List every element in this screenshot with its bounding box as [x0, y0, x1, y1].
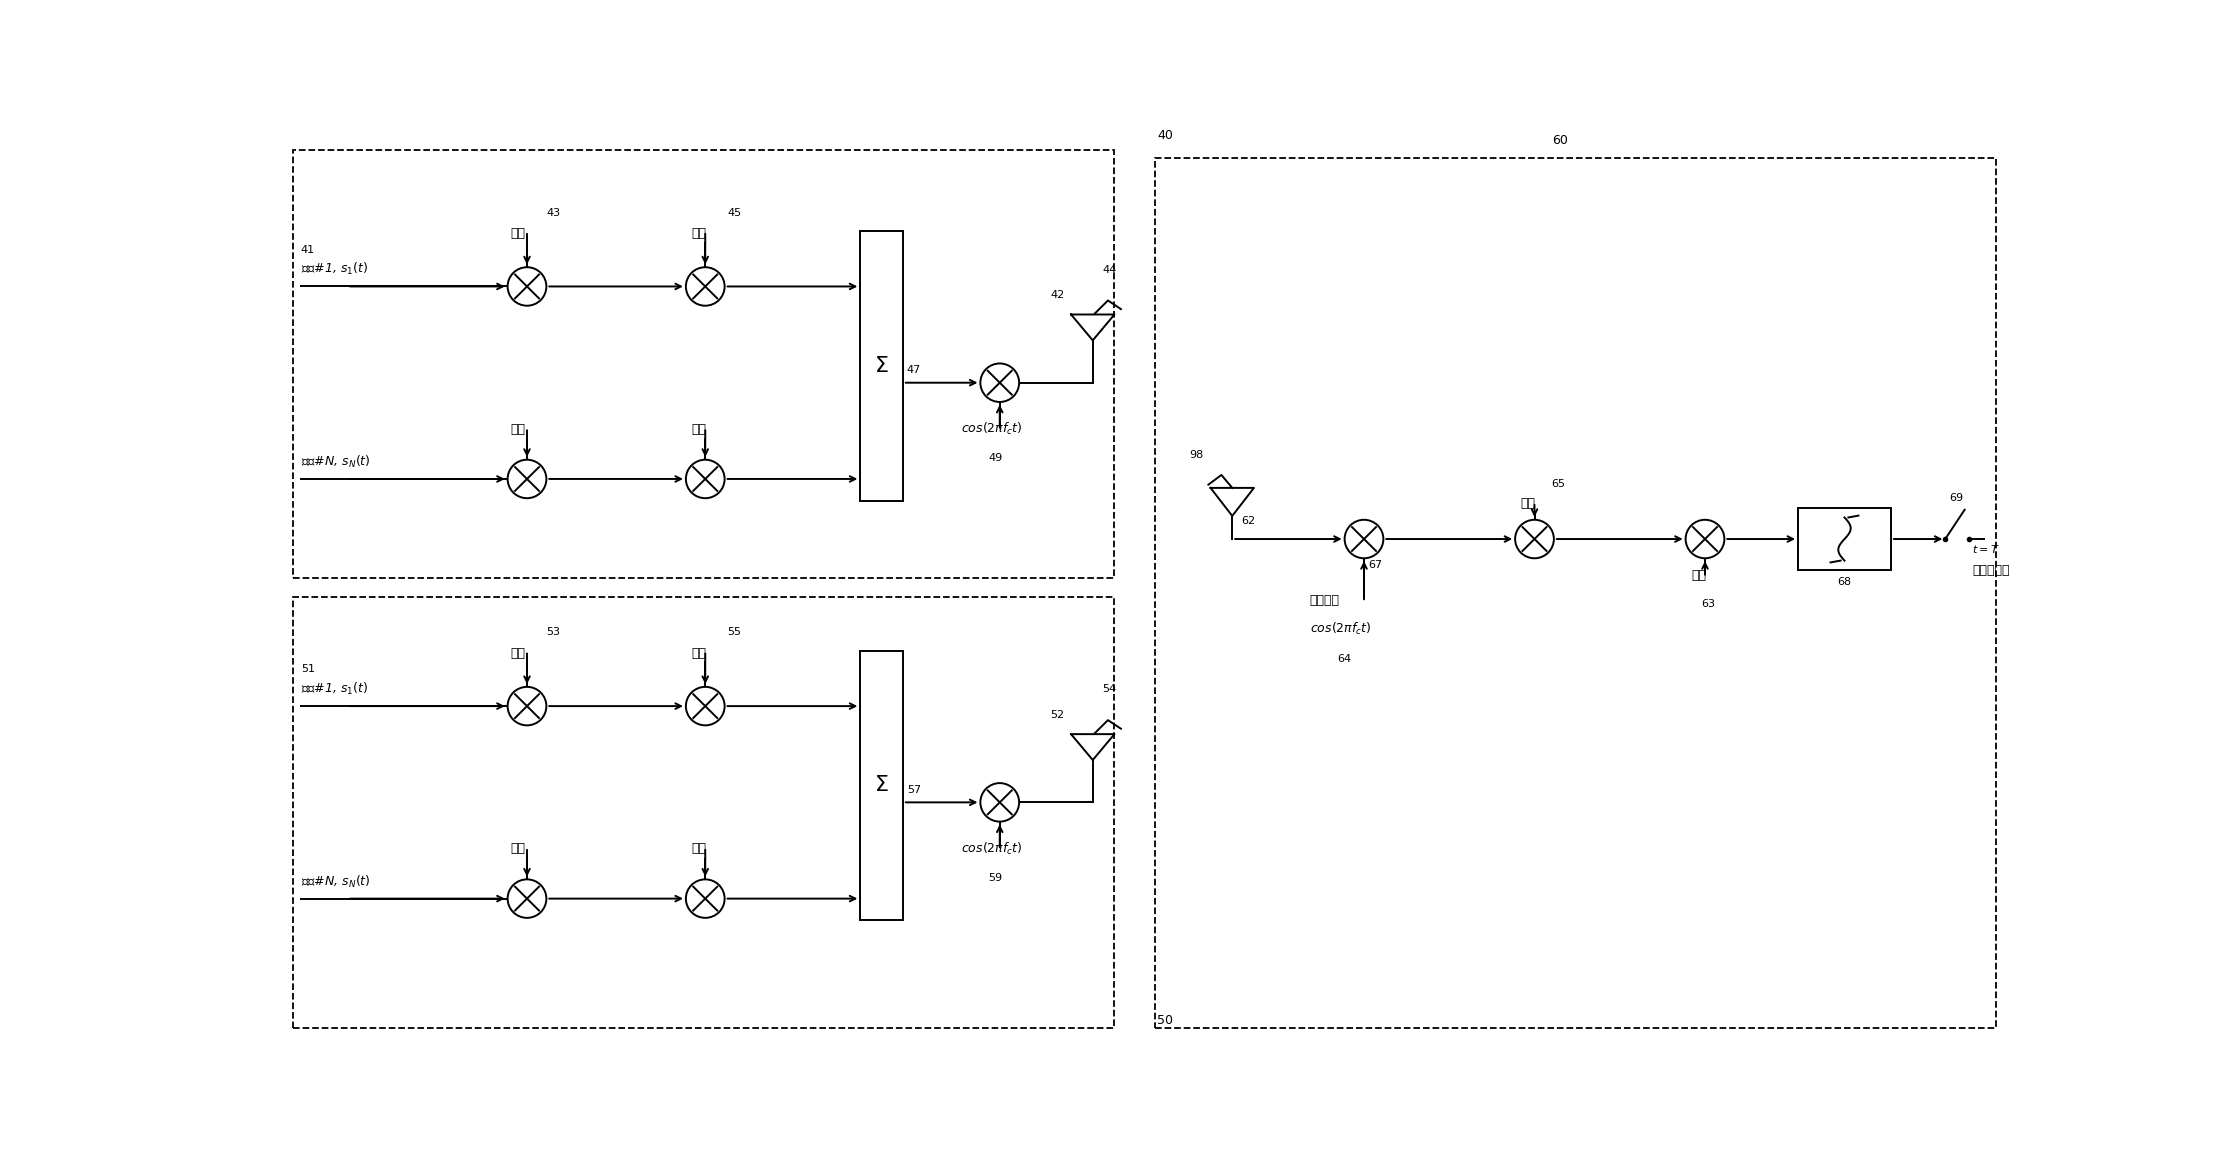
Circle shape [685, 460, 725, 499]
Text: $\Sigma$: $\Sigma$ [875, 356, 888, 376]
Text: 69: 69 [1949, 493, 1964, 502]
Text: 65: 65 [1551, 479, 1565, 488]
Circle shape [980, 363, 1020, 402]
Text: 用户#1, $s_1(t)$: 用户#1, $s_1(t)$ [301, 681, 368, 697]
Text: 60: 60 [1551, 134, 1567, 147]
Bar [1799, 508, 1891, 570]
Text: 67: 67 [1368, 561, 1382, 570]
Circle shape [507, 687, 547, 725]
Text: $t=T$: $t=T$ [1973, 543, 2000, 555]
Circle shape [1516, 520, 1553, 558]
Text: 短码: 短码 [1692, 569, 1705, 582]
Text: 短码: 短码 [509, 228, 525, 241]
Text: 51: 51 [301, 665, 315, 674]
Circle shape [1685, 520, 1725, 558]
Circle shape [507, 880, 547, 918]
Text: 相干载波: 相干载波 [1310, 595, 1339, 607]
Text: 时刻的样本: 时刻的样本 [1973, 564, 2009, 577]
Text: 短码: 短码 [509, 647, 525, 660]
Circle shape [685, 687, 725, 725]
Text: 长码: 长码 [692, 842, 705, 855]
Text: 44: 44 [1103, 265, 1116, 274]
Bar [292, 597, 1114, 1028]
Text: 用户#N, $s_N(t)$: 用户#N, $s_N(t)$ [301, 454, 371, 470]
Text: 40: 40 [1156, 128, 1174, 141]
Text: 55: 55 [728, 627, 741, 638]
Text: 41: 41 [301, 244, 315, 255]
Text: 45: 45 [728, 208, 741, 217]
Text: $cos(2\pi f_c t)$: $cos(2\pi f_c t)$ [1310, 621, 1370, 637]
Text: 50: 50 [1156, 1014, 1174, 1027]
Text: 98: 98 [1190, 450, 1203, 460]
Text: 68: 68 [1837, 577, 1853, 588]
Text: 用户#N, $s_N(t)$: 用户#N, $s_N(t)$ [301, 874, 371, 890]
Text: $cos(2\pi f_c t)$: $cos(2\pi f_c t)$ [962, 841, 1022, 856]
Text: 54: 54 [1103, 684, 1116, 694]
Bar [1154, 158, 1995, 1028]
Text: 用户#1, $s_1(t)$: 用户#1, $s_1(t)$ [301, 262, 368, 278]
Bar [859, 231, 904, 501]
Text: $\Sigma$: $\Sigma$ [875, 776, 888, 795]
Circle shape [507, 460, 547, 499]
Text: 长码: 长码 [692, 228, 705, 241]
Circle shape [1344, 520, 1384, 558]
Text: 62: 62 [1241, 515, 1257, 526]
Text: 59: 59 [989, 872, 1002, 883]
Text: 52: 52 [1049, 710, 1065, 719]
Text: 长码: 长码 [1520, 496, 1536, 509]
Text: 43: 43 [547, 208, 560, 217]
Text: 53: 53 [547, 627, 560, 638]
Text: 长码: 长码 [692, 647, 705, 660]
Text: 42: 42 [1049, 290, 1065, 300]
Text: 短码: 短码 [509, 842, 525, 855]
Text: 短码: 短码 [509, 423, 525, 436]
Text: 长码: 长码 [692, 423, 705, 436]
Text: 49: 49 [989, 453, 1002, 464]
Circle shape [685, 267, 725, 306]
Bar [859, 651, 904, 920]
Bar [292, 151, 1114, 577]
Text: 47: 47 [906, 366, 922, 375]
Text: 64: 64 [1337, 654, 1350, 665]
Text: $cos(2\pi f_c t)$: $cos(2\pi f_c t)$ [962, 420, 1022, 437]
Circle shape [507, 267, 547, 306]
Circle shape [685, 880, 725, 918]
Text: 57: 57 [906, 785, 922, 795]
Circle shape [980, 783, 1020, 821]
Text: 63: 63 [1701, 599, 1714, 609]
